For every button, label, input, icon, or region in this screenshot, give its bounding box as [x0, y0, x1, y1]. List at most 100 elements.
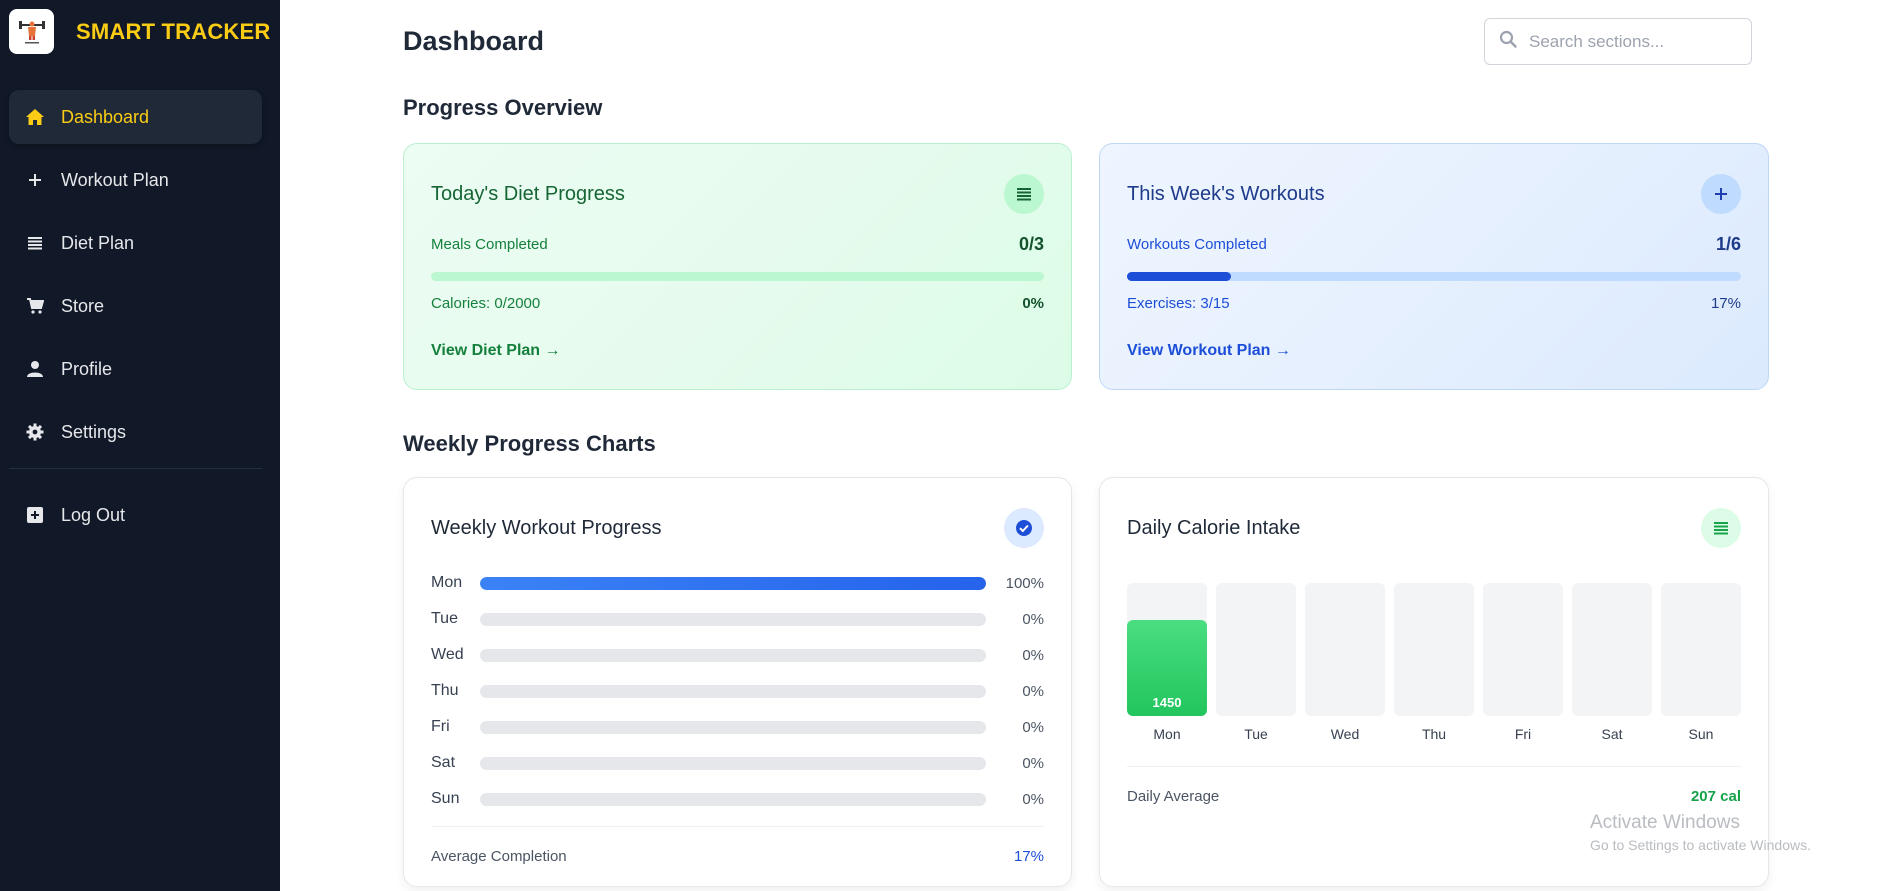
- exercises-percent: 17%: [1710, 295, 1741, 312]
- calories-label: Calories: 0/2000: [431, 295, 541, 312]
- bar-percent: 100%: [1005, 574, 1044, 592]
- calorie-bar: 1450: [1127, 583, 1207, 716]
- day-label: Thu: [431, 682, 459, 699]
- page-title: Dashboard: [403, 26, 545, 56]
- sidebar-item-label: Profile: [61, 358, 113, 379]
- calorie-bar: [1483, 583, 1563, 716]
- sidebar-item-label: Settings: [61, 421, 127, 442]
- day-label: Mon: [1153, 726, 1181, 742]
- daily-average-row: Daily Average 207 cal: [1127, 788, 1741, 805]
- daily-calorie-intake-card: Daily Calorie Intake 1450 Mon Tue Wed Th…: [1099, 477, 1769, 887]
- brand-logo: [9, 9, 54, 54]
- sidebar-item-profile[interactable]: Profile: [9, 342, 262, 396]
- search-input[interactable]: [1529, 31, 1729, 52]
- workouts-completed-row: Workouts Completed 1/6: [1127, 234, 1741, 255]
- logout-container: Log Out: [9, 488, 262, 551]
- brand[interactable]: SMART TRACKER: [9, 9, 270, 54]
- daily-average-label: Daily Average: [1127, 788, 1220, 805]
- average-completion-row: Average Completion 17%: [431, 848, 1044, 865]
- sidebar-nav: Dashboard Workout Plan Diet Plan Store: [9, 90, 262, 468]
- check-circle-icon[interactable]: [1004, 508, 1044, 548]
- day-label: Sat: [431, 754, 456, 771]
- day-label: Mon: [431, 574, 463, 591]
- view-diet-plan-link[interactable]: View Diet Plan →: [431, 342, 561, 359]
- sidebar-item-workout-plan[interactable]: Workout Plan: [9, 153, 262, 207]
- brand-title: SMART TRACKER: [76, 18, 271, 44]
- cart-icon: [25, 296, 45, 316]
- list-icon[interactable]: [1004, 174, 1044, 214]
- workout-progress-bar: [1127, 272, 1741, 281]
- exercises-label: Exercises: 3/15: [1127, 295, 1230, 312]
- bar-track: [480, 792, 986, 806]
- view-workout-plan-link[interactable]: View Workout Plan →: [1127, 342, 1291, 359]
- calories-percent: 0%: [1022, 295, 1044, 312]
- workout-bar-row: Fri 0%: [431, 709, 1044, 745]
- plus-icon: [25, 170, 45, 190]
- workouts-completed-label: Workouts Completed: [1127, 236, 1267, 253]
- day-label: Sat: [1601, 726, 1623, 742]
- progress-overview-title: Progress Overview: [403, 95, 603, 120]
- logout-button[interactable]: Log Out: [9, 488, 262, 542]
- calorie-chart-header: Daily Calorie Intake: [1127, 508, 1741, 548]
- calorie-day-labels: Mon Tue Wed Thu Fri Sat Sun: [1127, 726, 1741, 742]
- sidebar-item-label: Dashboard: [61, 106, 150, 127]
- bar-percent: 0%: [1022, 790, 1044, 808]
- plus-icon[interactable]: [1701, 174, 1741, 214]
- workouts-card-header: This Week's Workouts: [1127, 174, 1741, 214]
- search-icon: [1499, 30, 1517, 53]
- calories-row: Calories: 0/2000 0%: [431, 295, 1044, 312]
- logout-icon: [25, 505, 45, 525]
- sidebar-item-label: Diet Plan: [61, 232, 135, 253]
- daily-average-value: 207 cal: [1690, 788, 1741, 805]
- fitness-logo-icon: [18, 20, 45, 43]
- workout-bar-row: Sat 0%: [431, 745, 1044, 781]
- bar-track: [480, 612, 986, 626]
- calorie-bar: [1216, 583, 1296, 716]
- weekly-charts-title: Weekly Progress Charts: [403, 431, 656, 456]
- bar-track: [480, 720, 986, 734]
- calorie-bar: [1572, 583, 1652, 716]
- search-box[interactable]: [1484, 18, 1752, 65]
- sidebar-item-dashboard[interactable]: Dashboard: [9, 90, 262, 144]
- home-icon: [25, 107, 45, 127]
- workout-progress-fill: [1127, 272, 1232, 281]
- sidebar-item-diet-plan[interactable]: Diet Plan: [9, 216, 262, 270]
- workout-card-divider: [431, 826, 1044, 827]
- watermark-subtitle: Go to Settings to activate Windows.: [1590, 837, 1811, 853]
- bar-percent: 0%: [1022, 682, 1044, 700]
- weekly-workouts-card: This Week's Workouts Workouts Completed …: [1099, 143, 1769, 390]
- bar-track: [480, 648, 986, 662]
- day-label: Thu: [1421, 726, 1447, 742]
- list-icon: [25, 233, 45, 253]
- meals-row: Meals Completed 0/3: [431, 234, 1044, 255]
- calorie-bar: [1661, 583, 1741, 716]
- sidebar: SMART TRACKER Dashboard Workout Plan Die…: [0, 0, 280, 891]
- sidebar-item-label: Workout Plan: [61, 169, 169, 190]
- day-label: Fri: [1514, 726, 1532, 742]
- workout-chart-title: Weekly Workout Progress: [431, 516, 662, 539]
- workout-bar-row: Thu 0%: [431, 673, 1044, 709]
- calorie-bar: [1305, 583, 1385, 716]
- sidebar-item-store[interactable]: Store: [9, 279, 262, 333]
- sidebar-item-settings[interactable]: Settings: [9, 405, 262, 459]
- diet-card-header: Today's Diet Progress: [431, 174, 1044, 214]
- diet-progress-bar: [431, 272, 1044, 281]
- day-label: Tue: [431, 610, 458, 627]
- diet-progress-card: Today's Diet Progress Meals Completed 0/…: [403, 143, 1072, 390]
- average-completion-value: 17%: [1013, 848, 1044, 865]
- bar-fill: [480, 576, 986, 590]
- sidebar-divider: [9, 468, 262, 469]
- day-label: Sun: [431, 790, 460, 807]
- weekly-workout-progress-card: Weekly Workout Progress Mon 100% Tue 0% …: [403, 477, 1072, 887]
- diet-card-title: Today's Diet Progress: [431, 182, 625, 205]
- bar-percent: 0%: [1022, 646, 1044, 664]
- workout-chart-header: Weekly Workout Progress: [431, 508, 1044, 548]
- calorie-chart-title: Daily Calorie Intake: [1127, 516, 1301, 539]
- average-completion-label: Average Completion: [431, 848, 567, 865]
- list-icon[interactable]: [1701, 508, 1741, 548]
- workout-bar-list: Mon 100% Tue 0% Wed 0% Thu 0% Fri: [431, 565, 1044, 817]
- workout-bar-row: Tue 0%: [431, 601, 1044, 637]
- calorie-bar-fill: 1450: [1127, 619, 1207, 716]
- exercises-row: Exercises: 3/15 17%: [1127, 295, 1741, 312]
- workout-bar-row: Mon 100%: [431, 565, 1044, 601]
